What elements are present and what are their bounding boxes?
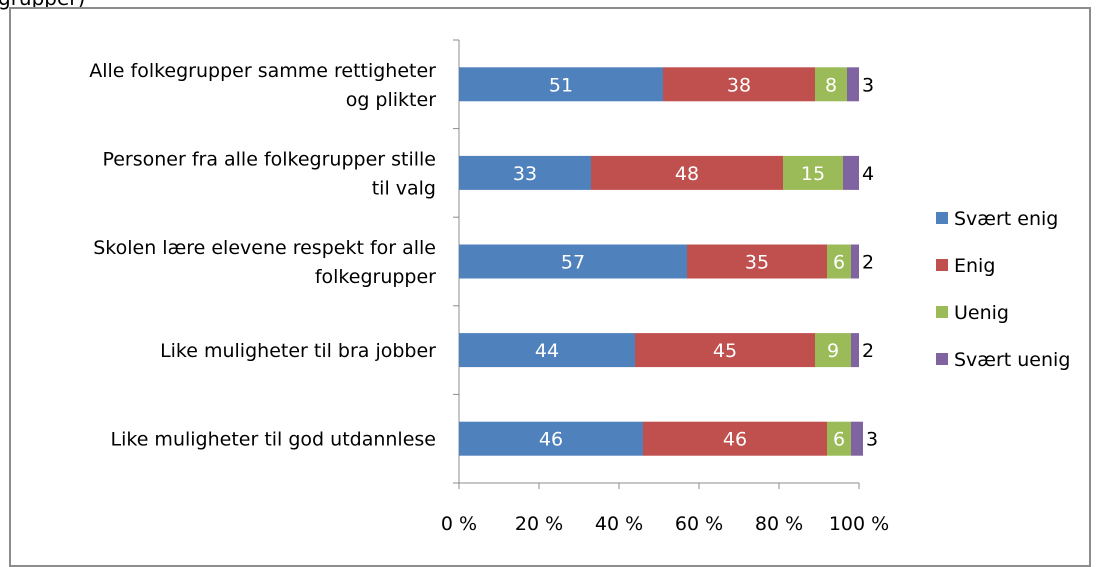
- x-tick-label: 80 %: [755, 513, 803, 535]
- data-label: 48: [675, 163, 699, 185]
- data-label: 3: [862, 74, 874, 96]
- bar-segment: [591, 155, 783, 190]
- data-label: 45: [713, 340, 737, 362]
- bar-segment: [783, 155, 843, 190]
- bar-segment: [815, 67, 847, 102]
- data-label: 38: [727, 74, 751, 96]
- data-label: 6: [833, 429, 845, 451]
- bar-segment: [827, 244, 851, 279]
- legend-label: Svært uenig: [954, 349, 1070, 371]
- data-label: 46: [539, 429, 563, 451]
- data-label: 8: [825, 74, 837, 96]
- bar-segment: [663, 67, 815, 102]
- bar-segment: [827, 421, 851, 456]
- bar-segment: [851, 333, 859, 368]
- bar-segment: [459, 155, 591, 190]
- data-label: 51: [549, 74, 573, 96]
- data-label: 6: [833, 252, 845, 274]
- bar-segment: [459, 244, 687, 279]
- data-label: 33: [513, 163, 537, 185]
- legend-label: Svært enig: [954, 208, 1058, 230]
- bar-segment: [851, 421, 863, 456]
- legend-swatch: [936, 353, 948, 365]
- x-tick-label: 100 %: [829, 513, 889, 535]
- bar-segment: [643, 421, 827, 456]
- chart-caption-fragment: grupper): [0, 0, 85, 10]
- bar-segment: [459, 333, 635, 368]
- data-label: 3: [866, 429, 878, 451]
- bar-segment: [847, 67, 859, 102]
- data-label: 2: [862, 340, 874, 362]
- x-tick-label: 40 %: [595, 513, 643, 535]
- bar-segment: [459, 421, 643, 456]
- category-label: folkegrupper: [315, 266, 436, 288]
- data-label: 44: [535, 340, 559, 362]
- data-label: 2: [862, 252, 874, 274]
- x-tick-label: 0 %: [441, 513, 477, 535]
- category-label: Skolen lære elevene respekt for alle: [93, 237, 436, 259]
- category-label: til valg: [372, 177, 436, 199]
- legend-swatch: [936, 212, 948, 224]
- bar-segment: [843, 155, 859, 190]
- data-label: 4: [862, 163, 874, 185]
- category-label: og plikter: [346, 89, 436, 111]
- data-label: 15: [801, 163, 825, 185]
- x-tick-label: 60 %: [675, 513, 723, 535]
- category-label: Alle folkegrupper samme rettigheter: [89, 60, 436, 82]
- data-label: 46: [723, 429, 747, 451]
- category-label: Personer fra alle folkegrupper stille: [102, 148, 436, 170]
- x-tick-label: 20 %: [515, 513, 563, 535]
- bar-segment: [635, 333, 815, 368]
- category-label: Like muligheter til god utdannlese: [111, 429, 436, 451]
- data-label: 35: [745, 252, 769, 274]
- bar-segment: [459, 67, 663, 102]
- legend-swatch: [936, 259, 948, 271]
- legend-swatch: [936, 306, 948, 318]
- bar-segment: [687, 244, 827, 279]
- data-label: 9: [827, 340, 839, 362]
- bar-segment: [851, 244, 859, 279]
- data-label: 57: [561, 252, 585, 274]
- category-label: Like muligheter til bra jobber: [160, 340, 436, 362]
- bar-segment: [815, 333, 851, 368]
- legend-label: Uenig: [954, 302, 1009, 324]
- legend-label: Enig: [954, 255, 995, 277]
